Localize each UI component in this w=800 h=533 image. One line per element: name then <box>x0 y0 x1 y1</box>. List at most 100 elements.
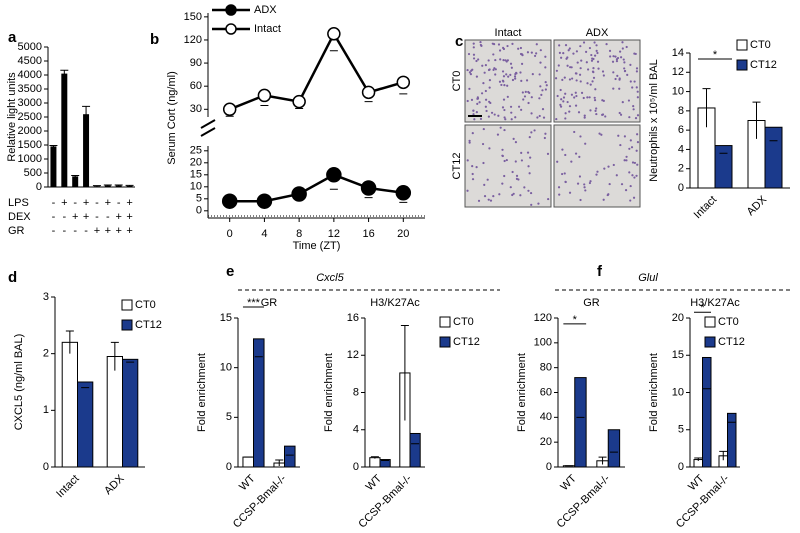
cell <box>483 183 486 186</box>
cell <box>530 51 533 54</box>
cell <box>564 153 567 157</box>
image-row-label: CT0 <box>451 71 463 92</box>
legend-swatch <box>704 336 716 348</box>
cell <box>473 118 476 121</box>
cell <box>622 58 625 61</box>
cell <box>519 194 522 197</box>
x-tick-label: 20 <box>397 228 409 240</box>
cell <box>576 182 580 185</box>
cell <box>616 74 619 77</box>
error-bar <box>598 456 607 465</box>
cell <box>527 189 530 192</box>
y-tick-label: 10 <box>672 85 684 97</box>
y-tick-label: 1 <box>43 404 49 416</box>
cell <box>595 107 598 110</box>
cell <box>467 52 471 56</box>
cell <box>586 82 589 85</box>
cell <box>562 52 565 55</box>
cell <box>475 75 479 78</box>
condition-label: LPS <box>8 197 29 209</box>
cell <box>617 134 620 137</box>
cell <box>501 154 504 157</box>
cell <box>502 59 505 62</box>
condition-sign: - <box>52 225 56 237</box>
marker <box>327 27 341 41</box>
legend-label: CT0 <box>453 316 474 328</box>
y-tick-label: 14 <box>672 47 684 59</box>
cell <box>479 43 482 47</box>
error-bar <box>110 341 119 371</box>
cell <box>479 40 482 44</box>
cell <box>607 193 610 196</box>
cell <box>499 126 502 129</box>
cell <box>525 79 529 82</box>
cell <box>533 54 537 58</box>
cell <box>484 89 487 93</box>
cell <box>488 78 492 82</box>
cell <box>523 186 526 189</box>
cell <box>593 54 597 57</box>
cell <box>466 159 469 162</box>
subtitle: H3/K27Ac <box>690 297 740 309</box>
cell <box>496 133 500 136</box>
condition-sign: - <box>52 211 56 223</box>
cell <box>540 93 543 96</box>
cell <box>636 90 639 93</box>
cell <box>526 151 530 154</box>
cell <box>619 56 623 59</box>
legend-swatch <box>121 319 133 331</box>
x-tick-label: Intact <box>692 194 720 222</box>
y-tick-label: 60 <box>190 80 202 92</box>
cell <box>501 148 504 151</box>
cell <box>591 70 595 73</box>
cell <box>544 88 547 91</box>
bar <box>409 432 421 468</box>
cell <box>589 83 592 86</box>
cell <box>608 49 612 53</box>
cell <box>544 81 547 84</box>
image-column-label: ADX <box>586 27 609 39</box>
cell <box>602 198 605 201</box>
y-tick-label: 60 <box>540 386 552 398</box>
cell <box>568 110 571 113</box>
cell <box>512 137 515 140</box>
cell <box>593 96 596 99</box>
bar <box>83 114 90 187</box>
cell <box>631 174 634 177</box>
y-tick-label: 2 <box>43 348 49 360</box>
cell <box>592 76 596 79</box>
series-line <box>229 173 404 203</box>
cell <box>506 44 509 48</box>
cell <box>594 109 597 112</box>
condition-sign: + <box>126 211 132 223</box>
cell <box>484 98 488 101</box>
cell <box>556 94 559 98</box>
cell <box>472 57 476 60</box>
error-bar <box>719 450 728 461</box>
cell <box>619 50 622 53</box>
condition-sign: - <box>95 211 99 223</box>
legend-label: CT0 <box>718 316 739 328</box>
cell <box>562 96 566 99</box>
cell <box>636 141 640 144</box>
cell <box>607 165 610 168</box>
y-tick-label: 80 <box>540 362 552 374</box>
condition-sign: + <box>105 225 111 237</box>
y-tick-label: 8 <box>678 105 684 117</box>
cell <box>479 117 483 120</box>
cell <box>636 114 640 117</box>
cell <box>502 98 506 101</box>
cell <box>612 87 615 90</box>
cell <box>629 63 632 66</box>
cell <box>522 98 525 101</box>
x-tick-label: 16 <box>362 228 374 240</box>
y-tick-label: 120 <box>534 312 552 324</box>
cell <box>605 43 608 46</box>
cell <box>571 77 574 80</box>
marker <box>396 75 411 90</box>
cell <box>538 97 541 100</box>
cell <box>588 181 592 185</box>
cell <box>600 133 603 136</box>
cell <box>635 86 638 89</box>
y-tick-label: 4500 <box>18 55 42 67</box>
